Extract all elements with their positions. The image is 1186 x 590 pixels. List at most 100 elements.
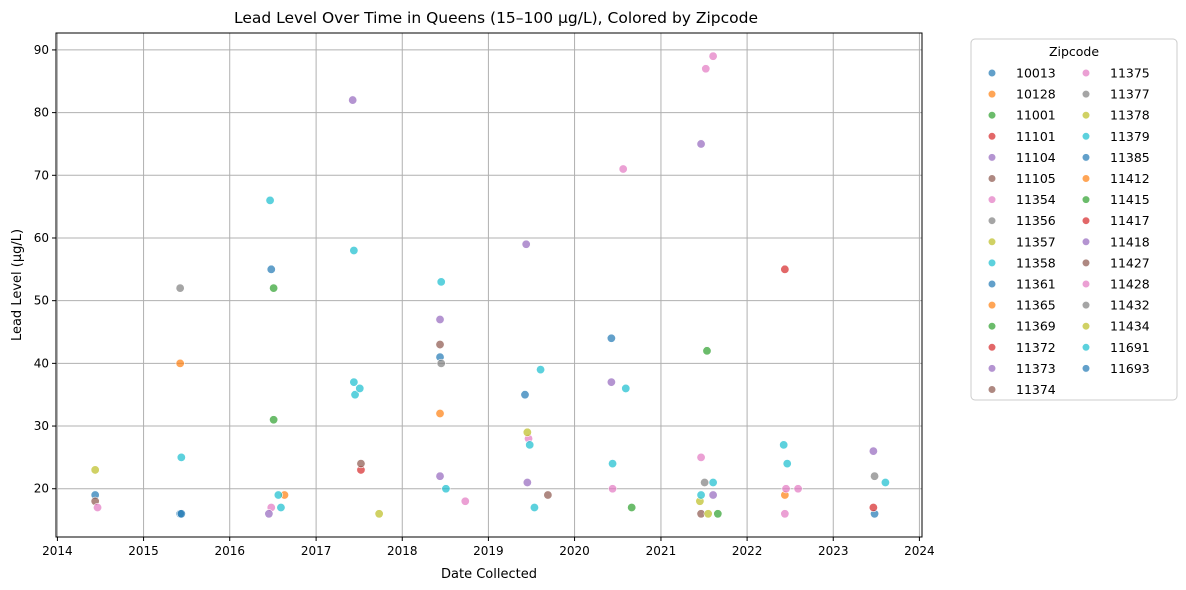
data-point-11001 bbox=[627, 503, 637, 513]
data-point-11358 bbox=[349, 377, 359, 387]
legend-label-11357: 11357 bbox=[1016, 234, 1056, 249]
data-point-10128 bbox=[175, 358, 185, 368]
legend-marker-11378 bbox=[1081, 111, 1091, 120]
data-point-11001 bbox=[269, 283, 279, 293]
data-point-11358 bbox=[608, 459, 618, 469]
data-point-11001 bbox=[702, 346, 712, 356]
x-tick-label: 2017 bbox=[301, 544, 332, 558]
legend-label-11372: 11372 bbox=[1016, 340, 1056, 355]
legend-label-11358: 11358 bbox=[1016, 255, 1056, 270]
data-point-10128 bbox=[435, 409, 445, 419]
data-point-11361 bbox=[176, 509, 186, 519]
data-point-11375 bbox=[793, 484, 803, 494]
legend-label-11377: 11377 bbox=[1110, 87, 1150, 102]
chart-title: Lead Level Over Time in Queens (15–100 µ… bbox=[234, 9, 758, 27]
data-point-11373 bbox=[264, 509, 274, 519]
data-point-11357 bbox=[522, 427, 532, 437]
data-point-11358 bbox=[779, 440, 789, 450]
data-point-11357 bbox=[374, 509, 384, 519]
legend-marker-11101 bbox=[987, 132, 997, 141]
data-point-11354 bbox=[701, 64, 711, 74]
data-point-11358 bbox=[696, 490, 706, 500]
legend-label-11428: 11428 bbox=[1110, 277, 1150, 292]
data-point-11358 bbox=[782, 459, 792, 469]
data-point-11358 bbox=[350, 390, 360, 400]
legend-marker-11428 bbox=[1081, 279, 1091, 289]
legend-marker-10128 bbox=[987, 89, 997, 99]
legend-marker-11356 bbox=[987, 216, 997, 225]
x-tick-label: 2019 bbox=[473, 544, 504, 558]
legend-marker-11361 bbox=[987, 279, 997, 289]
legend-label-11365: 11365 bbox=[1016, 298, 1056, 313]
legend-label-11418: 11418 bbox=[1110, 234, 1150, 249]
legend-marker-11104 bbox=[987, 153, 997, 162]
legend-marker-11415 bbox=[1081, 195, 1091, 204]
legend-label-11378: 11378 bbox=[1110, 108, 1150, 123]
legend-marker-11354 bbox=[987, 195, 997, 204]
legend-label-11375: 11375 bbox=[1110, 66, 1150, 81]
legend-marker-11375 bbox=[1081, 68, 1091, 78]
legend-label-11104: 11104 bbox=[1016, 150, 1056, 165]
data-point-11358 bbox=[529, 503, 539, 513]
data-point-10013 bbox=[606, 333, 616, 343]
legend-marker-11372 bbox=[987, 343, 997, 352]
legend-frame bbox=[970, 38, 1178, 401]
x-tick-label: 2023 bbox=[818, 544, 849, 558]
y-axis-ticks: 20 30 40 50 60 70 80 90 bbox=[34, 43, 56, 496]
data-point-11358 bbox=[436, 277, 446, 287]
legend-label-10013: 10013 bbox=[1016, 66, 1056, 81]
legend-label-11374: 11374 bbox=[1016, 382, 1056, 397]
y-tick-label: 80 bbox=[34, 106, 49, 120]
legend-label-11361: 11361 bbox=[1016, 277, 1056, 292]
data-point-11375 bbox=[460, 496, 470, 506]
data-point-11358 bbox=[276, 503, 286, 513]
legend-label-11691: 11691 bbox=[1110, 340, 1150, 355]
data-point-11104 bbox=[348, 95, 358, 105]
legend-marker-11357 bbox=[987, 237, 997, 246]
data-point-11104 bbox=[435, 471, 445, 481]
data-point-11354 bbox=[618, 164, 628, 174]
legend-marker-11379 bbox=[1081, 132, 1091, 141]
data-point-11375 bbox=[781, 484, 791, 494]
data-point-11358 bbox=[525, 440, 535, 450]
x-tick-label: 2022 bbox=[732, 544, 763, 558]
legend-label-11354: 11354 bbox=[1016, 192, 1056, 207]
y-axis-label: Lead Level (µg/L) bbox=[10, 229, 25, 341]
legend-label-11356: 11356 bbox=[1016, 213, 1056, 228]
data-point-11358 bbox=[355, 383, 365, 393]
legend-marker-11691 bbox=[1081, 343, 1091, 352]
y-tick-label: 30 bbox=[34, 419, 49, 433]
x-tick-label: 2021 bbox=[646, 544, 677, 558]
legend-marker-11105 bbox=[987, 174, 997, 183]
data-point-11358 bbox=[536, 365, 546, 375]
legend-marker-11001 bbox=[987, 111, 997, 120]
legend-marker-11434 bbox=[1081, 322, 1091, 331]
y-tick-label: 20 bbox=[34, 482, 49, 496]
legend-title: Zipcode bbox=[1049, 44, 1099, 59]
y-tick-label: 50 bbox=[34, 294, 49, 308]
data-point-11104 bbox=[521, 239, 531, 249]
data-point-11358 bbox=[349, 246, 359, 256]
legend-marker-11412 bbox=[1081, 174, 1091, 183]
data-point-11358 bbox=[621, 383, 631, 393]
legend-label-11373: 11373 bbox=[1016, 361, 1056, 376]
legend-marker-11385 bbox=[1081, 153, 1091, 162]
data-point-11354 bbox=[93, 503, 103, 513]
data-point-11105 bbox=[356, 459, 366, 469]
legend-label-11427: 11427 bbox=[1110, 255, 1150, 270]
legend-label-11415: 11415 bbox=[1110, 192, 1150, 207]
data-point-11001 bbox=[269, 415, 279, 425]
x-tick-label: 2020 bbox=[559, 544, 590, 558]
legend-marker-11418 bbox=[1081, 237, 1091, 246]
legend-marker-11358 bbox=[987, 258, 997, 268]
legend-marker-11365 bbox=[987, 301, 997, 310]
legend-label-11434: 11434 bbox=[1110, 319, 1150, 334]
data-point-11356 bbox=[436, 358, 446, 368]
data-point-11104 bbox=[696, 139, 706, 149]
data-point-11358 bbox=[880, 477, 890, 487]
data-point-11101 bbox=[780, 264, 790, 274]
plot-frame bbox=[55, 32, 923, 538]
legend-marker-11369 bbox=[987, 322, 997, 331]
legend-marker-11373 bbox=[987, 364, 997, 373]
